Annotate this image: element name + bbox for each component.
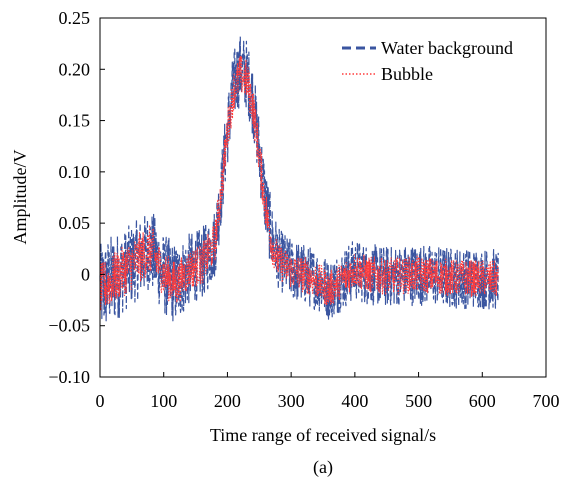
y-tick-label: −0.10 [48,367,90,387]
y-tick-label: 0.05 [59,213,91,233]
legend-label-bubble: Bubble [381,64,433,84]
y-tick-label: −0.05 [48,316,90,336]
y-tick-label: 0.25 [59,8,91,28]
x-tick-label: 100 [150,391,177,411]
x-tick-label: 200 [214,391,241,411]
x-tick-label: 300 [278,391,305,411]
y-tick-label: 0 [81,264,90,284]
ticks-layer: 0 100 200 300 400 500 600 700 −0.10 −0.05 0 0.05 0.1… [48,8,559,411]
y-axis-title: Amplitude/V [10,150,30,245]
legend-label-water-background: Water background [381,38,513,58]
figure-caption: (a) [313,457,333,478]
y-tick-label: 0.15 [59,111,91,131]
series-bubble-line [99,55,499,312]
x-tick-label: 700 [533,391,560,411]
x-tick-label: 500 [405,391,432,411]
series-layer [99,35,499,322]
x-axis-title: Time range of received signal/s [210,425,436,445]
legend: Water background Bubble [342,38,513,84]
x-tick-label: 600 [469,391,496,411]
y-tick-label: 0.10 [59,162,91,182]
series-water-background-line [99,35,499,322]
x-tick-label: 400 [341,391,368,411]
plot-frame [99,17,547,378]
y-tick-label: 0.20 [59,59,91,79]
x-tick-label: 0 [96,391,105,411]
